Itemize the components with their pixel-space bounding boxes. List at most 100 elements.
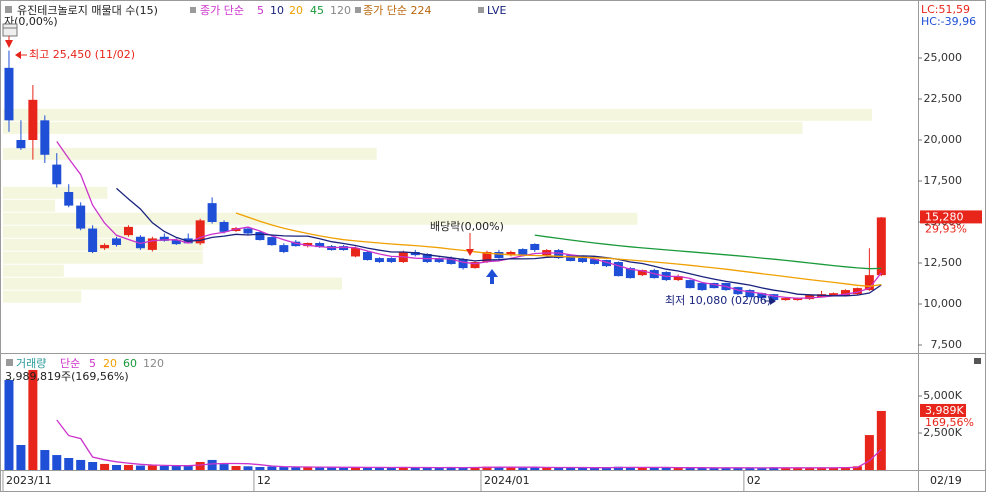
candle-body <box>195 220 205 244</box>
legend-entry: 60 <box>123 357 137 370</box>
high-marker <box>5 40 13 48</box>
volume-bar <box>76 459 86 470</box>
last-value-label: 15,280 <box>925 210 964 223</box>
last-value-label: 3,989K <box>925 404 964 417</box>
candle-body <box>207 203 217 223</box>
candle-body <box>864 275 874 291</box>
volume-bar <box>518 467 528 470</box>
legend-prefix: 단순 <box>60 357 80 370</box>
last-value-box <box>920 210 982 224</box>
volume-bar <box>410 467 420 470</box>
volume-bar <box>112 464 122 470</box>
volume-bar <box>243 466 253 470</box>
candle-body <box>793 298 803 301</box>
volume-bar <box>601 467 611 470</box>
volume-bar <box>362 467 372 470</box>
low-arrow <box>770 297 776 305</box>
legend-entry: 5 <box>89 357 96 370</box>
volume-bar <box>100 463 110 470</box>
candle-body <box>470 262 480 269</box>
legend-entry: 종가 단순 224 <box>363 4 431 17</box>
volume-profile-bar <box>3 251 203 264</box>
candle-body <box>147 238 157 250</box>
volume-bar <box>183 465 193 470</box>
dividend-annotation: 배당락(0,00%) <box>430 220 504 233</box>
volume-bar <box>757 467 767 470</box>
volume-info: 3,989,819주(169,56%) <box>5 370 129 383</box>
y-tick-label: 25,000 <box>924 51 963 64</box>
candle-body <box>88 228 98 253</box>
last-value-box <box>920 403 966 417</box>
high-arrow <box>15 51 21 59</box>
volume-bar <box>16 444 26 470</box>
volume-bar <box>566 467 576 470</box>
y-tick-label: 7,500 <box>931 338 963 351</box>
volume-bar <box>4 380 14 470</box>
candle-body <box>123 226 133 236</box>
candle-body <box>506 252 516 256</box>
volume-profile-bar <box>3 186 108 199</box>
legend-entry: 120 <box>330 4 351 17</box>
volume-profile-bar <box>3 277 342 290</box>
volume-bar <box>422 467 432 470</box>
volume-bar <box>267 466 277 470</box>
candle-body <box>374 258 384 263</box>
candle-body <box>315 242 325 248</box>
candle-body <box>219 222 229 232</box>
legend-entry: 120 <box>143 357 164 370</box>
candle-body <box>757 293 767 299</box>
volume-bar <box>709 467 719 470</box>
candle-body <box>840 290 850 297</box>
x-tick-label: 2024/01 <box>484 474 530 487</box>
volume-bar <box>852 466 862 470</box>
candle-body <box>601 260 611 267</box>
volume-bar <box>578 467 588 470</box>
candle-body <box>590 259 600 264</box>
volume-bar <box>28 369 38 470</box>
volume-bar <box>219 464 229 470</box>
volume-bar <box>386 467 396 470</box>
volume-bar <box>351 467 361 470</box>
legend-icon[interactable] <box>6 359 13 366</box>
volume-bar <box>470 467 480 470</box>
candle-body <box>805 295 815 300</box>
volume-bar <box>530 467 540 470</box>
volume-profile-bar <box>3 225 134 238</box>
candle-body <box>613 262 623 277</box>
candle-body <box>458 259 468 269</box>
candle-body <box>64 191 74 206</box>
candle-body <box>303 242 313 247</box>
candle-body <box>566 255 576 262</box>
legend-icon[interactable] <box>5 6 12 13</box>
legend-icon[interactable] <box>478 7 484 13</box>
panel-button[interactable] <box>974 358 981 364</box>
moving-average <box>235 212 882 287</box>
high-annotation: 최고 25,450 (11/02) <box>29 48 135 61</box>
dividend-arrow <box>466 249 474 256</box>
candle-body <box>685 280 695 289</box>
candle-body <box>578 258 588 263</box>
x-end-label: 02/19 <box>930 474 962 487</box>
legend-entry: 20 <box>289 4 303 17</box>
candle-body <box>554 250 564 259</box>
candle-body <box>876 217 886 276</box>
legend-icon[interactable] <box>355 7 361 13</box>
calendar-icon[interactable] <box>2 23 18 37</box>
candle-body <box>781 298 791 301</box>
legend-icon[interactable] <box>190 7 196 13</box>
legend-entry: LVE <box>487 4 506 17</box>
volume-profile-bar <box>3 108 872 121</box>
volume-bar <box>374 467 384 470</box>
hc-stat: HC:-39,96 <box>921 15 976 28</box>
candle-body <box>40 120 50 155</box>
candle-body <box>386 258 396 263</box>
legend-entry: 45 <box>310 4 324 17</box>
y-tick-label: 2,500K <box>923 426 962 439</box>
volume-bar <box>40 450 50 470</box>
volume-bar <box>291 467 301 470</box>
volume-bar <box>398 467 408 470</box>
candle-body <box>255 232 265 241</box>
candle-body <box>434 258 444 263</box>
y-tick-label: 12,500 <box>924 256 963 269</box>
